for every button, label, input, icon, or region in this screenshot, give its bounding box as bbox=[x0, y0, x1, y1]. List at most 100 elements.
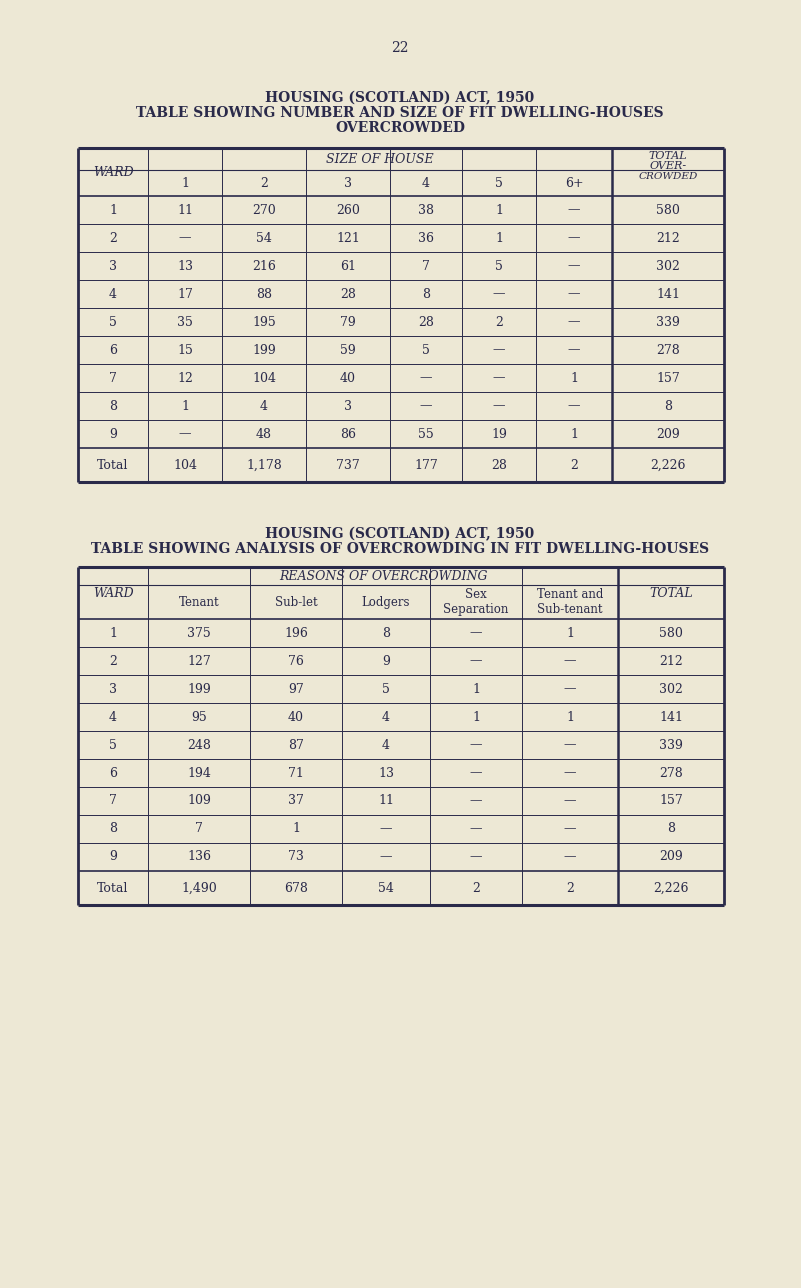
Text: —: — bbox=[564, 738, 576, 751]
Text: 8: 8 bbox=[109, 823, 117, 836]
Text: 194: 194 bbox=[187, 766, 211, 779]
Text: 4: 4 bbox=[260, 399, 268, 412]
Text: 1,490: 1,490 bbox=[181, 881, 217, 894]
Text: 38: 38 bbox=[418, 204, 434, 216]
Text: TOTAL: TOTAL bbox=[649, 151, 687, 161]
Text: —: — bbox=[380, 850, 392, 863]
Text: 141: 141 bbox=[656, 287, 680, 300]
Text: 37: 37 bbox=[288, 795, 304, 808]
Text: 260: 260 bbox=[336, 204, 360, 216]
Text: HOUSING (SCOTLAND) ACT, 1950: HOUSING (SCOTLAND) ACT, 1950 bbox=[265, 91, 534, 106]
Text: 199: 199 bbox=[252, 344, 276, 357]
Text: TABLE SHOWING NUMBER AND SIZE OF FIT DWELLING-HOUSES: TABLE SHOWING NUMBER AND SIZE OF FIT DWE… bbox=[136, 106, 664, 120]
Text: —: — bbox=[493, 287, 505, 300]
Text: —: — bbox=[568, 287, 580, 300]
Text: 9: 9 bbox=[109, 428, 117, 440]
Text: SIZE OF HOUSE: SIZE OF HOUSE bbox=[326, 152, 434, 165]
Text: 3: 3 bbox=[109, 683, 117, 696]
Text: 40: 40 bbox=[288, 711, 304, 724]
Text: 11: 11 bbox=[177, 204, 193, 216]
Text: —: — bbox=[420, 399, 433, 412]
Text: 1: 1 bbox=[109, 204, 117, 216]
Text: 580: 580 bbox=[656, 204, 680, 216]
Text: 104: 104 bbox=[252, 371, 276, 385]
Text: TABLE SHOWING ANALYSIS OF OVERCROWDING IN FIT DWELLING-HOUSES: TABLE SHOWING ANALYSIS OF OVERCROWDING I… bbox=[91, 542, 709, 556]
Text: 2: 2 bbox=[472, 881, 480, 894]
Text: 2: 2 bbox=[566, 881, 574, 894]
Text: Lodgers: Lodgers bbox=[362, 595, 410, 608]
Text: REASONS OF OVERCROWDING: REASONS OF OVERCROWDING bbox=[279, 569, 487, 582]
Text: 87: 87 bbox=[288, 738, 304, 751]
Text: 6: 6 bbox=[109, 766, 117, 779]
Text: 104: 104 bbox=[173, 459, 197, 471]
Text: —: — bbox=[380, 823, 392, 836]
Text: 36: 36 bbox=[418, 232, 434, 245]
Text: —: — bbox=[469, 626, 482, 640]
Text: —: — bbox=[568, 399, 580, 412]
Text: 1: 1 bbox=[570, 371, 578, 385]
Text: 61: 61 bbox=[340, 259, 356, 273]
Text: 339: 339 bbox=[656, 316, 680, 328]
Text: 28: 28 bbox=[491, 459, 507, 471]
Text: 1: 1 bbox=[566, 711, 574, 724]
Text: 9: 9 bbox=[382, 654, 390, 667]
Text: 209: 209 bbox=[656, 428, 680, 440]
Text: —: — bbox=[564, 850, 576, 863]
Text: 678: 678 bbox=[284, 881, 308, 894]
Text: —: — bbox=[493, 371, 505, 385]
Text: 1,178: 1,178 bbox=[246, 459, 282, 471]
Text: 79: 79 bbox=[340, 316, 356, 328]
Text: 4: 4 bbox=[422, 176, 430, 189]
Text: 278: 278 bbox=[659, 766, 683, 779]
Text: 136: 136 bbox=[187, 850, 211, 863]
Text: 3: 3 bbox=[109, 259, 117, 273]
Text: —: — bbox=[564, 766, 576, 779]
Text: 11: 11 bbox=[378, 795, 394, 808]
Text: 22: 22 bbox=[391, 41, 409, 55]
Text: 209: 209 bbox=[659, 850, 683, 863]
Text: 278: 278 bbox=[656, 344, 680, 357]
Text: 8: 8 bbox=[664, 399, 672, 412]
Text: 302: 302 bbox=[659, 683, 683, 696]
Text: TOTAL: TOTAL bbox=[649, 586, 693, 599]
Text: 8: 8 bbox=[382, 626, 390, 640]
Text: —: — bbox=[564, 823, 576, 836]
Text: 5: 5 bbox=[495, 176, 503, 189]
Text: CROWDED: CROWDED bbox=[638, 171, 698, 180]
Text: 1: 1 bbox=[472, 683, 480, 696]
Text: 48: 48 bbox=[256, 428, 272, 440]
Text: Sub-let: Sub-let bbox=[275, 595, 317, 608]
Text: 141: 141 bbox=[659, 711, 683, 724]
Text: 7: 7 bbox=[109, 795, 117, 808]
Text: 2: 2 bbox=[109, 654, 117, 667]
Text: 2,226: 2,226 bbox=[654, 881, 689, 894]
Text: 6+: 6+ bbox=[565, 176, 583, 189]
Text: 580: 580 bbox=[659, 626, 683, 640]
Text: 5: 5 bbox=[495, 259, 503, 273]
Text: 2: 2 bbox=[260, 176, 268, 189]
Text: 13: 13 bbox=[378, 766, 394, 779]
Text: 1: 1 bbox=[570, 428, 578, 440]
Text: 2: 2 bbox=[495, 316, 503, 328]
Text: Tenant and
Sub-tenant: Tenant and Sub-tenant bbox=[537, 589, 603, 616]
Text: 54: 54 bbox=[256, 232, 272, 245]
Text: HOUSING (SCOTLAND) ACT, 1950: HOUSING (SCOTLAND) ACT, 1950 bbox=[265, 527, 534, 541]
Text: 212: 212 bbox=[659, 654, 683, 667]
Text: 1: 1 bbox=[472, 711, 480, 724]
Text: 737: 737 bbox=[336, 459, 360, 471]
Text: 73: 73 bbox=[288, 850, 304, 863]
Text: WARD: WARD bbox=[93, 586, 133, 599]
Text: 3: 3 bbox=[344, 399, 352, 412]
Text: —: — bbox=[469, 823, 482, 836]
Text: 55: 55 bbox=[418, 428, 434, 440]
Text: 88: 88 bbox=[256, 287, 272, 300]
Text: 195: 195 bbox=[252, 316, 276, 328]
Text: 1: 1 bbox=[566, 626, 574, 640]
Text: —: — bbox=[568, 259, 580, 273]
Text: Tenant: Tenant bbox=[179, 595, 219, 608]
Text: —: — bbox=[493, 344, 505, 357]
Text: 2,226: 2,226 bbox=[650, 459, 686, 471]
Text: 4: 4 bbox=[109, 287, 117, 300]
Text: —: — bbox=[469, 795, 482, 808]
Text: 28: 28 bbox=[340, 287, 356, 300]
